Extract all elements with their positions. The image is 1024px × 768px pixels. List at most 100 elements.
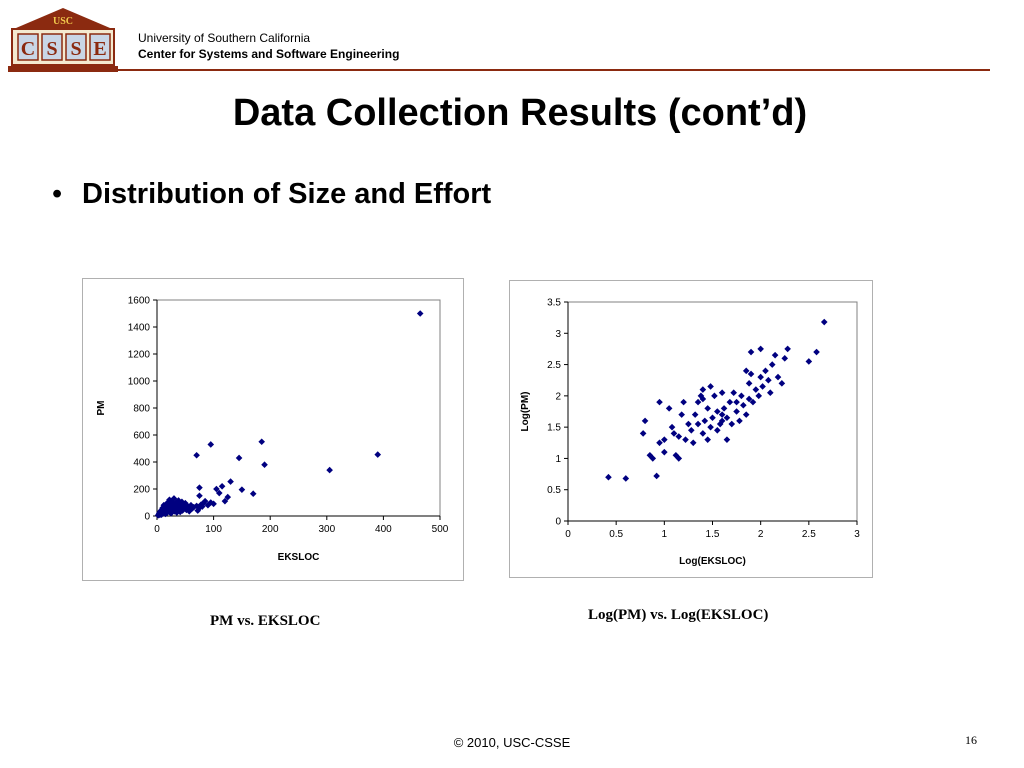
data-point [204, 501, 212, 509]
data-point [670, 430, 678, 437]
data-point [175, 497, 182, 504]
data-point [170, 503, 177, 510]
data-point [757, 373, 764, 381]
data-point [749, 398, 757, 406]
data-point [235, 454, 243, 462]
header-rule [8, 69, 990, 71]
chart-pm-vs-eksloc-svg: 0 200 400 600 800 1000 1200 1400 1600 0 100 200 300 4… [96, 296, 449, 564]
data-point [704, 405, 711, 412]
data-point [227, 478, 234, 485]
y-tick-label: 1000 [128, 377, 151, 388]
data-point [207, 499, 215, 506]
data-point [261, 461, 268, 468]
chart-logpm-vs-logeksloc: 0 0.5 1 1.5 2 2.5 3 3.5 0 0.5 1 1.5 2 2.5 3 Log(EKSLOC)… [509, 280, 873, 578]
data-point [699, 386, 707, 393]
bullet-item: • Distribution of Size and Effort [52, 178, 491, 211]
caption-right: Log(PM) vs. Log(EKSLOC) [588, 607, 769, 623]
data-point [196, 492, 203, 500]
data-point [185, 507, 193, 515]
data-point [221, 497, 229, 505]
x-tick-label: 500 [432, 524, 449, 535]
data-point [685, 420, 692, 428]
data-point [210, 500, 217, 508]
data-point [187, 501, 195, 509]
data-point [678, 411, 685, 418]
data-point [656, 398, 663, 406]
data-point [757, 345, 764, 353]
plot-area [156, 299, 441, 517]
data-point [193, 451, 200, 459]
data-point [762, 367, 769, 375]
data-point [682, 436, 689, 443]
data-point [213, 485, 220, 493]
x-tick-label: 1.5 [706, 529, 720, 540]
data-point [728, 420, 736, 428]
data-point [747, 370, 755, 378]
footer-copyright: © 2010, USC-CSSE [453, 735, 571, 750]
x-tick-label: 0 [565, 529, 571, 540]
data-point [224, 493, 232, 501]
y-tick-label: 2.5 [547, 360, 561, 371]
data-point [723, 436, 731, 443]
data-point [774, 373, 782, 381]
y-tick-label: 0.5 [547, 485, 561, 496]
data-point [707, 423, 714, 431]
data-point [249, 490, 257, 498]
data-point [711, 392, 718, 400]
data-point [701, 417, 709, 425]
data-point [672, 452, 680, 459]
page-number: 16 [965, 733, 977, 747]
y-tick-label: 3.5 [547, 298, 561, 309]
x-tick-label: 0 [154, 524, 160, 535]
x-tick-label: 300 [318, 524, 335, 535]
data-point [699, 430, 707, 437]
data-point [755, 392, 763, 400]
logo-usc-text: USC [53, 16, 73, 27]
data-point [605, 473, 612, 481]
data-point [688, 426, 695, 434]
data-point [207, 441, 215, 448]
org-name: University of Southern California Center… [138, 30, 399, 62]
data-point [714, 426, 721, 434]
data-point [723, 414, 731, 422]
data-point [699, 395, 707, 403]
data-point [694, 420, 702, 428]
data-point [694, 398, 702, 406]
data-point [258, 438, 266, 446]
y-tick-label: 600 [133, 431, 150, 442]
data-point [196, 484, 203, 491]
chart-pm-vs-eksloc: 0 200 400 600 800 1000 1200 1400 1600 0 100 200 300 4… [82, 278, 464, 581]
data-point [416, 310, 424, 317]
data-point [742, 367, 750, 375]
data-point [675, 433, 683, 440]
x-axis-label: EKSLOC [278, 552, 320, 563]
data-point [805, 358, 813, 365]
y-tick-label: 1.5 [547, 423, 561, 434]
data-point [768, 361, 776, 368]
org-line-center: Center for Systems and Software Engineer… [138, 47, 400, 61]
y-tick-label: 1600 [128, 296, 151, 307]
x-tick-label: 0.5 [609, 529, 623, 540]
data-point [767, 389, 774, 397]
data-point [198, 503, 206, 510]
data-point [733, 398, 740, 406]
data-point [641, 417, 649, 425]
data-point [179, 507, 186, 514]
data-point [665, 405, 673, 412]
data-point [653, 472, 660, 480]
data-point [200, 499, 207, 507]
data-point [752, 386, 760, 393]
y-tick-label: 3 [555, 329, 561, 340]
x-tick-label: 1 [662, 529, 668, 540]
data-point [707, 383, 714, 390]
data-point [680, 398, 687, 406]
data-point [661, 448, 668, 456]
logo-letter: S [46, 38, 57, 60]
y-axis-label: Log(PM) [520, 392, 531, 432]
data-point [784, 345, 791, 353]
data-point [765, 376, 772, 384]
caption-left: PM vs. EKSLOC [210, 613, 321, 629]
data-point [167, 497, 175, 505]
data-point [704, 436, 711, 443]
slide-title: Data Collection Results (cont’d) [232, 92, 808, 134]
